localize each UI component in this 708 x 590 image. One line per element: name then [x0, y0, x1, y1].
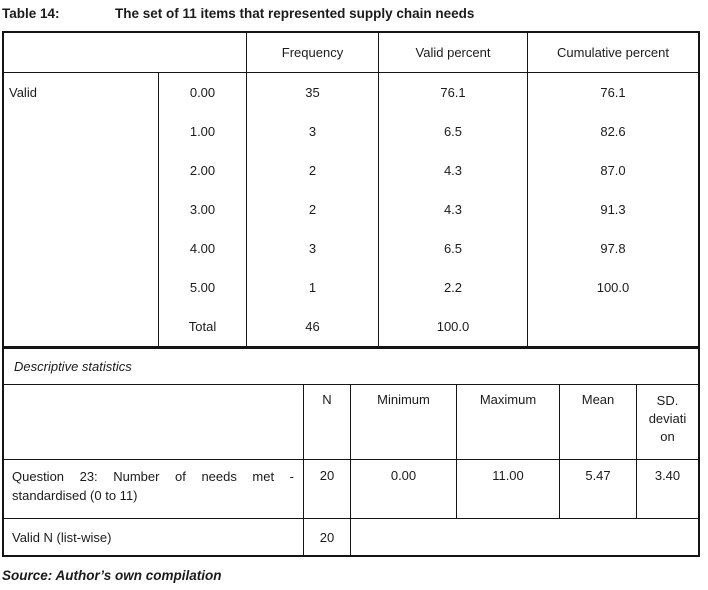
source-note: Source: Author’s own compilation [2, 568, 222, 583]
frequency-table-body: Valid 0.00 35 76.1 76.1 1.00 3 6.5 82.6 … [4, 73, 698, 346]
cell-cumulative-percent: 91.3 [527, 190, 698, 229]
question-label-line2: standardised (0 to 11) [12, 488, 138, 503]
cell-value: 3.00 [158, 190, 246, 229]
cell-maximum: 11.00 [456, 460, 559, 518]
stats-header-n: N [303, 385, 350, 459]
cell-value: 1.00 [158, 112, 246, 151]
cell-cumulative-percent: 97.8 [527, 229, 698, 268]
cell-valid-percent: 4.3 [378, 190, 527, 229]
table-caption: Table 14: The set of 11 items that repre… [2, 6, 474, 21]
cell-value: 2.00 [158, 151, 246, 190]
header-cell-blank [4, 33, 246, 72]
cell-valid-percent: 76.1 [378, 73, 527, 112]
cell-cumulative-percent: 82.6 [527, 112, 698, 151]
cell-minimum: 0.00 [350, 460, 456, 518]
cell-valid-percent: 6.5 [378, 229, 527, 268]
valid-n-label: Valid N (list-wise) [12, 529, 112, 545]
cell-frequency: 35 [246, 73, 378, 112]
question-label-line1: Question 23: Number of needs met - [12, 469, 294, 484]
row-group-label: Valid [9, 85, 37, 100]
cell-sd: 3.40 [636, 460, 698, 518]
header-cell-valid-percent: Valid percent [378, 33, 527, 72]
cell-mean: 5.47 [559, 460, 636, 518]
statistics-table: Frequency Valid percent Cumulative perce… [2, 31, 700, 557]
cell-frequency: 2 [246, 151, 378, 190]
cell-value: 5.00 [158, 268, 246, 307]
stats-header-sd: SD. deviati on [636, 385, 698, 459]
row-group-spacer [4, 268, 158, 307]
row-group-spacer [4, 190, 158, 229]
question-label: Question 23: Number of needs met - stand… [4, 460, 303, 518]
stats-header-sd-line1: SD. [656, 393, 679, 408]
cell-frequency: 3 [246, 112, 378, 151]
stats-header-maximum: Maximum [456, 385, 559, 459]
stats-header-sd-line2: deviati [648, 411, 687, 426]
cell-value: 4.00 [158, 229, 246, 268]
cell-cumulative-percent: 76.1 [527, 73, 698, 112]
cell-frequency: 46 [246, 307, 378, 346]
cell-frequency: 3 [246, 229, 378, 268]
cell-n: 20 [303, 460, 350, 518]
descriptive-statistics-label: Descriptive statistics [14, 359, 132, 374]
cell-value: 0.00 [158, 73, 246, 112]
row-group-spacer [4, 307, 158, 346]
frequency-table-header-row: Frequency Valid percent Cumulative perce… [4, 33, 698, 73]
row-group-spacer [4, 229, 158, 268]
cell-valid-percent: 4.3 [378, 151, 527, 190]
stats-header-mean: Mean [559, 385, 636, 459]
cell-valid-percent: 100.0 [378, 307, 527, 346]
cell-valid-percent: 6.5 [378, 112, 527, 151]
stats-header-minimum: Minimum [350, 385, 456, 459]
table-caption-number: Table 14: [2, 6, 60, 21]
cell-frequency: 2 [246, 190, 378, 229]
stats-header-sd-line3: on [660, 429, 675, 444]
row-group-spacer [4, 151, 158, 190]
stats-question-row: Question 23: Number of needs met - stand… [4, 459, 698, 518]
cell-cumulative-percent: 87.0 [527, 151, 698, 190]
table-caption-title: The set of 11 items that represented sup… [115, 6, 475, 21]
header-cell-frequency: Frequency [246, 33, 378, 72]
cell-value: Total [158, 307, 246, 346]
stats-header-blank [4, 385, 303, 459]
cell-cumulative-percent [527, 307, 698, 346]
stats-valid-n-row: Valid N (list-wise) 20 [4, 518, 698, 555]
cell-valid-percent: 2.2 [378, 268, 527, 307]
stats-header-row: N Minimum Maximum Mean SD. deviati on [4, 384, 698, 459]
cell-frequency: 1 [246, 268, 378, 307]
cell-cumulative-percent: 100.0 [527, 268, 698, 307]
row-group-spacer [4, 112, 158, 151]
descriptive-statistics-band: Descriptive statistics [4, 346, 698, 384]
cell-merged-blank [350, 519, 698, 555]
cell-n: 20 [303, 519, 350, 555]
header-cell-cumulative-percent: Cumulative percent [527, 33, 698, 72]
